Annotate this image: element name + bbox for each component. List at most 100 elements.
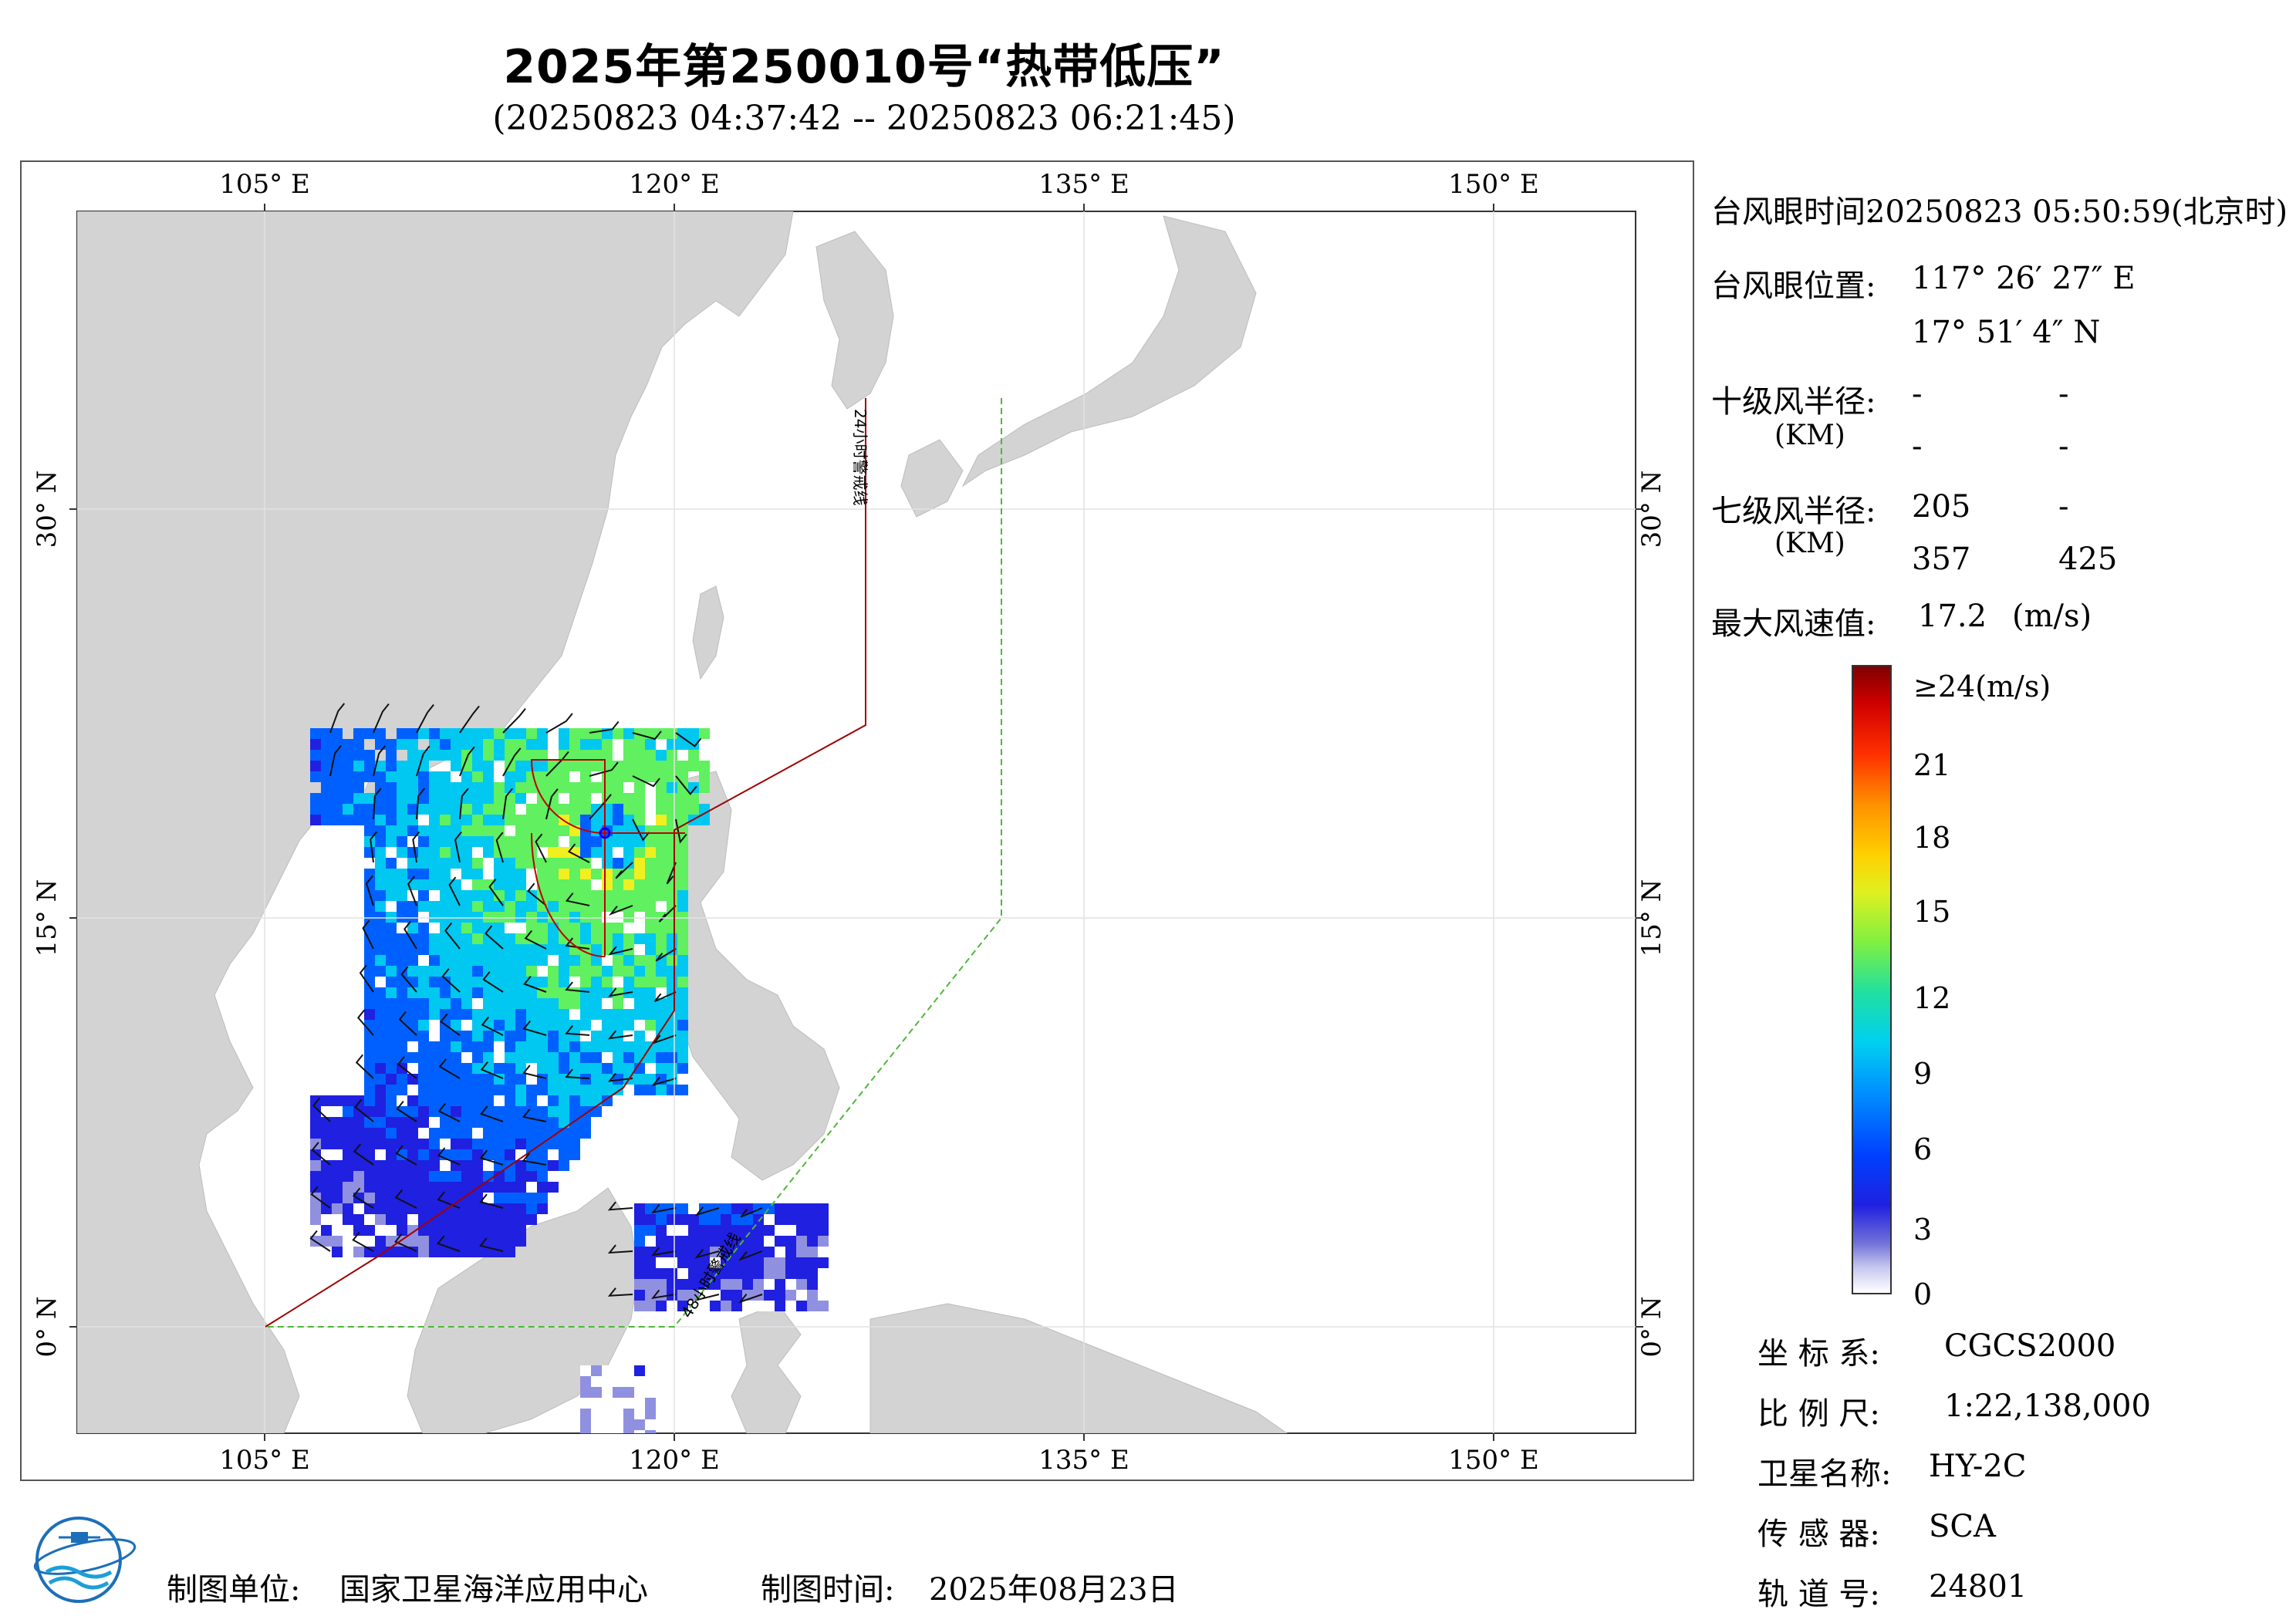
wind-cell — [580, 739, 591, 750]
wind-cell — [559, 771, 569, 782]
wind-cell — [505, 1214, 515, 1225]
wind-cell — [796, 1236, 807, 1247]
r10-label: 十级风半径: — [1711, 384, 1876, 420]
wind-cell — [418, 1085, 429, 1095]
wind-cell — [688, 1268, 699, 1279]
wind-cell — [494, 815, 505, 825]
wind-cell — [451, 1063, 461, 1074]
wind-cell — [472, 1063, 483, 1074]
scale-label: 比 例 尺: — [1757, 1396, 1880, 1432]
wind-cell — [483, 1247, 494, 1257]
wind-cell — [364, 1009, 375, 1020]
wind-barb — [403, 920, 417, 950]
wind-cell — [623, 890, 634, 901]
wind-cell — [796, 1268, 807, 1279]
wind-cell — [591, 944, 602, 955]
wind-cell — [688, 1247, 699, 1257]
wind-barb — [440, 1013, 461, 1036]
wind-cell — [407, 858, 418, 869]
lon-tick-top-120: 120° E — [629, 169, 720, 200]
wind-cell — [591, 761, 602, 771]
wind-cell — [526, 933, 537, 944]
wind-cell — [310, 1149, 321, 1160]
wind-cell — [386, 1074, 397, 1085]
wind-cell — [591, 998, 602, 1009]
wind-cell — [548, 890, 559, 901]
satellite-value: HY-2C — [1929, 1449, 2027, 1484]
wind-cell — [634, 998, 645, 1009]
wind-cell — [310, 1117, 321, 1128]
wind-barb — [479, 1149, 504, 1166]
wind-barb — [615, 862, 633, 879]
wind-cell — [742, 1236, 753, 1247]
wind-barb — [416, 745, 430, 777]
wind-barb — [502, 788, 513, 820]
wind-cell — [656, 815, 667, 825]
wind-cell — [591, 890, 602, 901]
wind-cell — [731, 1290, 742, 1301]
wind-cell — [386, 1063, 397, 1074]
wind-barb — [651, 1247, 677, 1257]
wind-cell — [602, 879, 613, 890]
wind-cell — [548, 1085, 559, 1095]
legend-label-21: 21 — [1913, 748, 1951, 782]
wind-cell — [418, 858, 429, 869]
wind-barb — [356, 1009, 374, 1036]
wind-cell — [418, 1009, 429, 1020]
wind-cell — [537, 1182, 548, 1193]
wind-cell — [699, 1214, 710, 1225]
wind-cell — [472, 890, 483, 901]
wind-cell — [310, 804, 321, 815]
wind-cell — [461, 771, 472, 782]
wind-cell — [440, 1085, 451, 1095]
satellite-label: 卫星名称: — [1757, 1456, 1892, 1492]
wind-cell — [623, 1063, 634, 1074]
wind-cell — [418, 977, 429, 987]
wind-cell — [472, 901, 483, 912]
wind-cell — [483, 793, 494, 804]
wind-barb — [394, 1233, 417, 1252]
taiwan-island — [692, 585, 724, 680]
wind-cell — [537, 977, 548, 987]
wind-cell — [613, 1387, 623, 1398]
wind-cell — [634, 1041, 645, 1052]
wind-cell — [364, 1117, 375, 1128]
eye-time-label: 台风眼时间: — [1711, 194, 1876, 230]
wind-cell — [472, 804, 483, 815]
wind-cell — [602, 966, 613, 977]
wind-cell — [375, 815, 386, 825]
wind-cell — [483, 966, 494, 977]
wind-cell — [364, 815, 375, 825]
wind-cell — [580, 1365, 591, 1376]
wind-cell — [515, 1074, 526, 1085]
wind-cell — [526, 1031, 537, 1041]
wind-cell — [429, 1214, 440, 1225]
wind-cell — [418, 923, 429, 933]
wind-cell — [386, 1149, 397, 1160]
wind-cell — [472, 912, 483, 923]
lon-tick-bottom-120: 120° E — [629, 1445, 720, 1476]
wind-cell — [785, 1214, 796, 1225]
wind-barb — [407, 876, 417, 906]
wind-cell — [526, 901, 537, 912]
wind-cell — [461, 825, 472, 836]
lon-tick-top-150: 150° E — [1448, 169, 1539, 200]
wind-cell — [505, 1247, 515, 1257]
wind-cell — [321, 782, 332, 793]
wind-cell — [505, 728, 515, 739]
wind-cell — [548, 804, 559, 815]
orbit-value: 24801 — [1929, 1569, 2028, 1604]
wind-cell — [332, 1139, 343, 1149]
wind-cell — [602, 1009, 613, 1020]
wind-cell — [397, 987, 407, 998]
wind-cell — [677, 890, 688, 901]
wind-cell — [645, 1257, 656, 1268]
wind-cell — [645, 955, 656, 966]
wind-cell — [505, 1074, 515, 1085]
wind-barb — [650, 1289, 677, 1299]
wind-cell — [559, 750, 569, 761]
wind-cell — [645, 944, 656, 955]
wind-cell — [602, 858, 613, 869]
wind-cell — [505, 1149, 515, 1160]
wind-cell — [613, 771, 623, 782]
